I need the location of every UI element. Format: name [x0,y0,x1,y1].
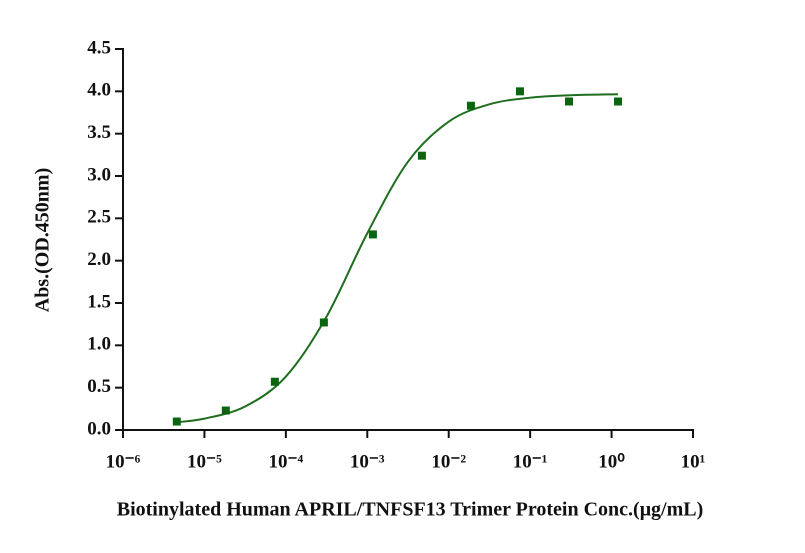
data-point [564,97,573,106]
x-tick-label: 10⁻⁵ [187,451,222,472]
x-tick-label: 10⁻¹ [513,451,548,472]
data-point [466,101,475,110]
data-point [270,377,279,386]
x-tick-label: 10⁻⁶ [106,451,141,472]
y-tick-label: 2.5 [87,207,111,228]
data-point [172,417,181,426]
y-axis-label: Abs.(OD.450nm) [32,168,54,312]
data-point [319,318,328,327]
y-tick-label: 4.0 [87,80,111,101]
x-tick-label: 10⁰ [598,451,625,472]
data-point [368,230,377,239]
data-point [614,97,623,106]
y-tick-label: 2.0 [87,249,111,270]
data-point [221,406,230,415]
fit-curve [175,93,619,424]
x-tick-label: 10⁻⁴ [268,451,303,472]
data-point [417,151,426,160]
y-tick-label: 1.0 [87,334,111,355]
y-tick-label: 1.5 [87,291,111,312]
y-tick-label: 0.5 [87,376,111,397]
y-tick-label: 0.0 [87,418,111,439]
x-tick-label: 10⁻³ [350,451,385,472]
data-point [515,87,524,96]
y-tick-label: 4.5 [87,37,111,58]
y-tick-label: 3.0 [87,164,111,185]
x-tick-label: 10¹ [681,451,706,472]
x-axis-label: Biotinylated Human APRIL/TNFSF13 Trimer … [117,499,704,521]
y-tick-label: 3.5 [87,122,111,143]
x-tick-label: 10⁻² [431,451,466,472]
